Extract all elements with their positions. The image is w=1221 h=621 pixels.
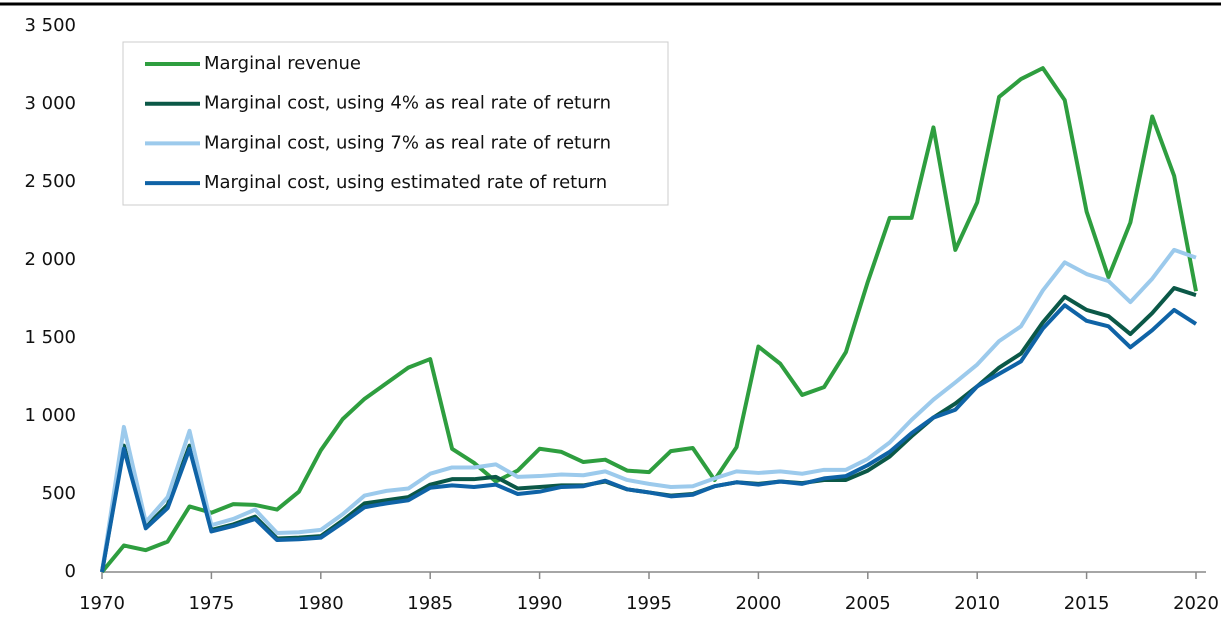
y-tick-label: 2 500 bbox=[24, 171, 76, 192]
x-tick-label: 1970 bbox=[79, 593, 125, 614]
legend-label: Marginal cost, using 7% as real rate of … bbox=[204, 132, 611, 153]
legend-label: Marginal cost, using estimated rate of r… bbox=[204, 172, 607, 193]
x-tick-label: 1990 bbox=[517, 593, 563, 614]
series-line bbox=[100, 247, 1197, 573]
y-tick-label: 3 500 bbox=[24, 15, 76, 36]
x-tick-label: 1985 bbox=[407, 593, 453, 614]
x-tick-label: 2015 bbox=[1064, 593, 1110, 614]
x-tick-label: 2020 bbox=[1173, 593, 1219, 614]
series-line bbox=[100, 303, 1198, 573]
x-tick-label: 2010 bbox=[954, 593, 1000, 614]
y-tick-label: 0 bbox=[65, 561, 76, 582]
x-tick-label: 2000 bbox=[735, 593, 781, 614]
x-tick-label: 1995 bbox=[626, 593, 672, 614]
y-tick-label: 2 000 bbox=[24, 249, 76, 270]
legend-label: Marginal cost, using 4% as real rate of … bbox=[204, 93, 611, 114]
x-tick-label: 2005 bbox=[845, 593, 891, 614]
legend-label: Marginal revenue bbox=[204, 53, 361, 74]
x-tick-label: 1975 bbox=[188, 593, 234, 614]
x-tick-label: 1980 bbox=[298, 593, 344, 614]
y-tick-label: 3 000 bbox=[24, 93, 76, 114]
y-tick-label: 1 000 bbox=[24, 405, 76, 426]
legend-box bbox=[122, 41, 669, 206]
series-line bbox=[100, 66, 1198, 574]
y-tick-label: 1 500 bbox=[24, 327, 76, 348]
y-tick-label: 500 bbox=[42, 483, 76, 504]
